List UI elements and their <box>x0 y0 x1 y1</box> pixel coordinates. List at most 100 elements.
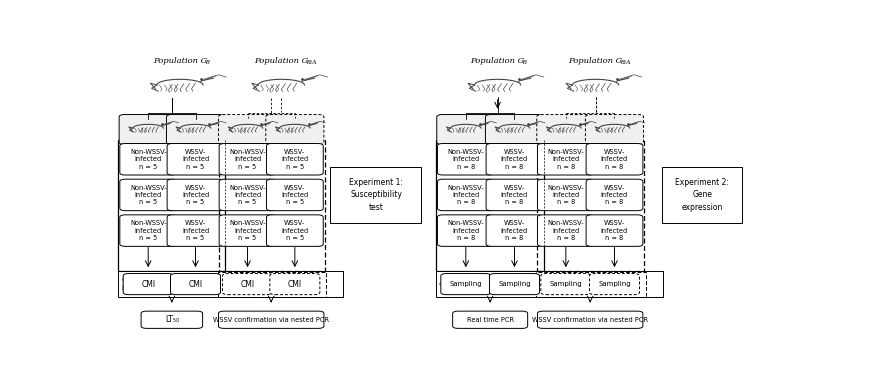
Text: CMI: CMI <box>141 279 155 289</box>
FancyBboxPatch shape <box>267 179 324 211</box>
Text: Sampling: Sampling <box>598 281 630 287</box>
FancyBboxPatch shape <box>267 215 324 246</box>
Text: Sampling: Sampling <box>549 281 582 287</box>
Bar <box>218 272 326 296</box>
Text: Population G: Population G <box>569 57 623 65</box>
Text: WSSV-
infected
n = 5: WSSV- infected n = 5 <box>281 149 309 169</box>
FancyBboxPatch shape <box>437 115 495 144</box>
Text: Non-WSSV-
infected
n = 8: Non-WSSV- infected n = 8 <box>548 185 584 205</box>
Text: Sampling: Sampling <box>449 281 482 287</box>
FancyBboxPatch shape <box>537 311 643 328</box>
FancyBboxPatch shape <box>167 215 224 246</box>
FancyBboxPatch shape <box>586 144 643 175</box>
Text: Experiment 2:
Gene
expression: Experiment 2: Gene expression <box>676 178 729 212</box>
FancyBboxPatch shape <box>537 144 594 175</box>
FancyBboxPatch shape <box>123 274 174 295</box>
Text: 8iA: 8iA <box>307 60 317 65</box>
Text: LT₅₀: LT₅₀ <box>165 315 179 324</box>
FancyBboxPatch shape <box>219 115 276 144</box>
FancyBboxPatch shape <box>586 179 643 211</box>
Text: Non-WSSV-
infected
n = 8: Non-WSSV- infected n = 8 <box>548 149 584 169</box>
Text: WSSV-
infected
n = 5: WSSV- infected n = 5 <box>182 185 209 205</box>
FancyBboxPatch shape <box>585 115 644 144</box>
FancyBboxPatch shape <box>219 215 276 246</box>
FancyBboxPatch shape <box>438 179 494 211</box>
FancyBboxPatch shape <box>167 144 224 175</box>
FancyBboxPatch shape <box>167 115 225 144</box>
Bar <box>330 167 421 223</box>
Text: WSSV confirmation via nested PCR: WSSV confirmation via nested PCR <box>532 317 648 323</box>
FancyBboxPatch shape <box>219 179 276 211</box>
Text: 8: 8 <box>523 60 528 65</box>
FancyBboxPatch shape <box>589 274 639 295</box>
FancyBboxPatch shape <box>119 215 176 246</box>
Text: 8iA: 8iA <box>621 60 631 65</box>
FancyBboxPatch shape <box>171 274 221 295</box>
Text: 8: 8 <box>206 60 209 65</box>
Bar <box>436 271 663 298</box>
FancyBboxPatch shape <box>119 115 177 144</box>
Text: WSSV-
infected
n = 8: WSSV- infected n = 8 <box>501 220 528 241</box>
Text: WSSV-
infected
n = 8: WSSV- infected n = 8 <box>501 149 528 169</box>
FancyBboxPatch shape <box>119 144 176 175</box>
FancyBboxPatch shape <box>537 179 594 211</box>
Text: Non-WSSV-
infected
n = 5: Non-WSSV- infected n = 5 <box>229 149 266 169</box>
Text: Non-WSSV-
infected
n = 5: Non-WSSV- infected n = 5 <box>229 220 266 241</box>
Text: Population G: Population G <box>470 57 525 65</box>
Text: Population G: Population G <box>153 57 208 65</box>
Text: Non-WSSV-
infected
n = 5: Non-WSSV- infected n = 5 <box>130 220 167 241</box>
Text: WSSV confirmation via nested PCR: WSSV confirmation via nested PCR <box>213 317 330 323</box>
FancyBboxPatch shape <box>486 144 543 175</box>
FancyBboxPatch shape <box>219 311 324 328</box>
Bar <box>219 140 324 271</box>
Text: 6 hours
interval: 6 hours interval <box>122 278 147 291</box>
Text: WSSV-
infected
n = 8: WSSV- infected n = 8 <box>601 149 628 169</box>
Text: Non-WSSV-
infected
n = 5: Non-WSSV- infected n = 5 <box>229 185 266 205</box>
Text: CMI: CMI <box>188 279 202 289</box>
Text: Real time PCR: Real time PCR <box>467 317 514 323</box>
FancyBboxPatch shape <box>441 274 491 295</box>
Text: WSSV-
infected
n = 8: WSSV- infected n = 8 <box>601 220 628 241</box>
Text: Non-WSSV-
infected
n = 8: Non-WSSV- infected n = 8 <box>548 220 584 241</box>
Text: WSSV-
infected
n = 8: WSSV- infected n = 8 <box>601 185 628 205</box>
Text: WSSV-
infected
n = 5: WSSV- infected n = 5 <box>182 220 209 241</box>
Text: 48 hpi: 48 hpi <box>439 281 460 287</box>
FancyBboxPatch shape <box>537 115 595 144</box>
FancyBboxPatch shape <box>537 215 594 246</box>
Bar <box>436 140 544 271</box>
Text: Sampling: Sampling <box>498 281 531 287</box>
Bar <box>537 140 644 271</box>
FancyBboxPatch shape <box>267 144 324 175</box>
FancyBboxPatch shape <box>119 179 176 211</box>
FancyBboxPatch shape <box>438 144 494 175</box>
FancyBboxPatch shape <box>486 215 543 246</box>
FancyBboxPatch shape <box>266 115 324 144</box>
FancyBboxPatch shape <box>269 274 320 295</box>
Text: WSSV-
infected
n = 5: WSSV- infected n = 5 <box>281 185 309 205</box>
Bar <box>662 167 741 223</box>
FancyBboxPatch shape <box>486 179 543 211</box>
FancyBboxPatch shape <box>453 311 528 328</box>
Text: Population G: Population G <box>254 57 309 65</box>
FancyBboxPatch shape <box>167 179 224 211</box>
FancyBboxPatch shape <box>141 311 202 328</box>
Text: CMI: CMI <box>288 279 302 289</box>
FancyBboxPatch shape <box>586 215 643 246</box>
FancyBboxPatch shape <box>219 144 276 175</box>
FancyBboxPatch shape <box>489 274 540 295</box>
Text: WSSV-
infected
n = 5: WSSV- infected n = 5 <box>281 220 309 241</box>
Text: Non-WSSV-
infected
n = 8: Non-WSSV- infected n = 8 <box>447 185 484 205</box>
Text: WSSV-
infected
n = 8: WSSV- infected n = 8 <box>501 185 528 205</box>
Bar <box>119 140 225 271</box>
Text: Experiment 1:
Susceptibility
test: Experiment 1: Susceptibility test <box>349 178 403 212</box>
Text: Non-WSSV-
infected
n = 8: Non-WSSV- infected n = 8 <box>447 149 484 169</box>
Text: CMI: CMI <box>241 279 255 289</box>
Text: Non-WSSV-
infected
n = 8: Non-WSSV- infected n = 8 <box>447 220 484 241</box>
Bar <box>119 271 343 298</box>
Text: WSSV-
infected
n = 5: WSSV- infected n = 5 <box>182 149 209 169</box>
FancyBboxPatch shape <box>541 274 591 295</box>
FancyBboxPatch shape <box>486 115 543 144</box>
FancyBboxPatch shape <box>222 274 273 295</box>
FancyBboxPatch shape <box>438 215 494 246</box>
Bar <box>536 272 645 296</box>
